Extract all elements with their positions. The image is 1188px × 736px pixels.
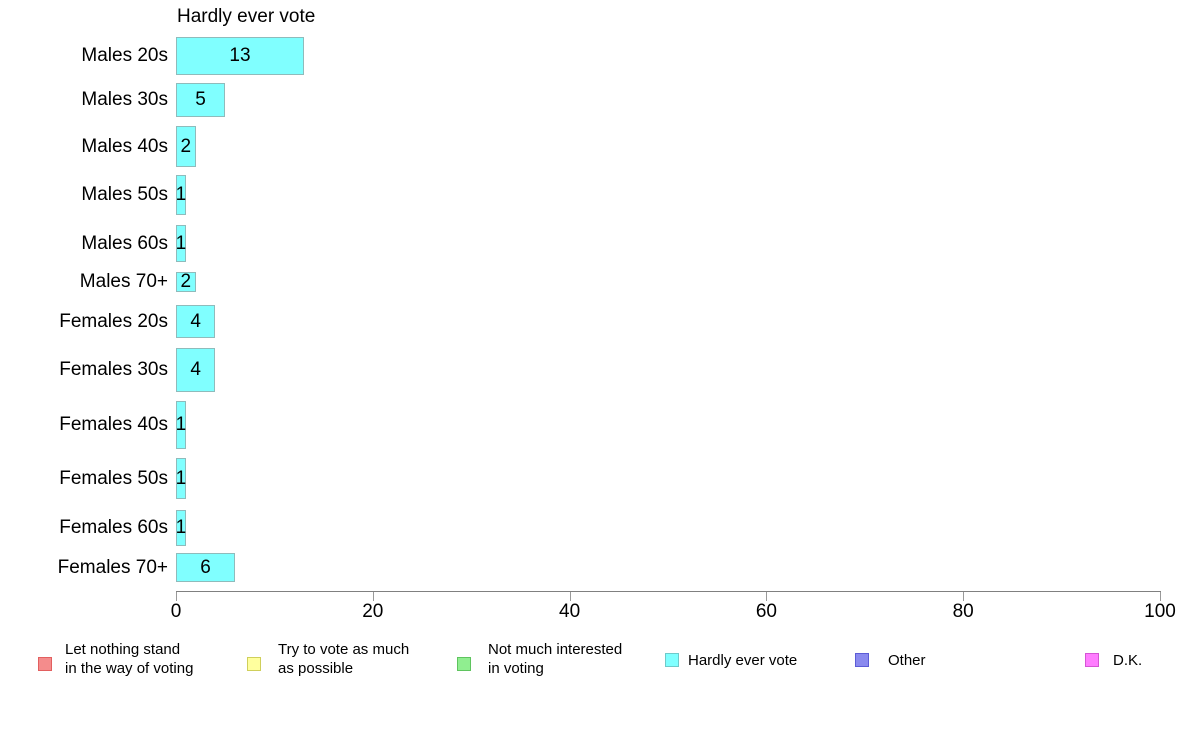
category-label: Males 20s (81, 45, 168, 66)
bar-value-label: 1 (175, 184, 187, 205)
category-label: Males 60s (81, 232, 168, 254)
category-label: Females 70+ (57, 556, 168, 578)
bar-value-label: 4 (190, 359, 201, 380)
category-label: Males 40s (81, 135, 168, 157)
legend-swatch (665, 653, 679, 667)
x-axis-tick (963, 592, 965, 601)
legend-swatch (247, 657, 261, 671)
x-axis-tick (1160, 592, 1161, 601)
x-axis-tick (176, 592, 177, 601)
category-label: Females 60s (59, 517, 168, 538)
bar: 13 (176, 37, 304, 75)
bar-value-label: 1 (175, 517, 187, 538)
legend-label: Let nothing stand in the way of voting (65, 641, 194, 677)
bar-value-label: 1 (175, 414, 187, 435)
bar: 1 (176, 510, 186, 546)
legend-swatch (457, 657, 471, 671)
legend-label: Hardly ever vote (688, 652, 798, 669)
bar-value-label: 6 (200, 556, 211, 578)
bar-value-label: 5 (195, 89, 206, 110)
legend-label: D.K. (1113, 652, 1143, 669)
x-axis-tick-label: 80 (952, 601, 974, 622)
bar-value-label: 1 (175, 467, 187, 489)
bar: 1 (176, 175, 186, 215)
bar: 5 (176, 83, 226, 117)
bar-value-label: 1 (175, 232, 187, 254)
x-axis-line (176, 591, 1161, 592)
category-label: Females 20s (59, 310, 168, 332)
legend-label: Not much interested in voting (488, 641, 623, 677)
bar-value-label: 13 (229, 45, 251, 66)
x-axis-tick-label: 0 (170, 601, 182, 622)
chart-title: Hardly ever vote (177, 6, 316, 27)
bar: 6 (176, 553, 236, 582)
category-label: Males 50s (81, 184, 168, 205)
x-axis-tick-label: 40 (559, 601, 581, 622)
x-axis-tick (766, 592, 768, 601)
category-label: Females 40s (59, 414, 168, 435)
category-label: Males 70+ (79, 271, 168, 292)
bar: 2 (176, 126, 196, 167)
x-axis-tick (372, 592, 374, 601)
legend-label: Other (888, 652, 926, 669)
bar-value-label: 2 (180, 271, 192, 292)
bar: 2 (176, 271, 196, 292)
category-label: Females 50s (59, 467, 168, 489)
bar-value-label: 4 (190, 310, 201, 332)
category-label: Males 30s (81, 89, 168, 110)
bar: 1 (176, 401, 186, 449)
legend-swatch (1085, 653, 1099, 667)
bar: 1 (176, 458, 186, 499)
x-axis-tick-label: 60 (755, 601, 777, 622)
bar: 4 (176, 348, 216, 392)
x-axis-tick-label: 100 (1144, 601, 1176, 622)
x-axis-tick (569, 592, 571, 601)
bar-value-label: 2 (180, 135, 192, 157)
x-axis-tick-label: 20 (362, 601, 384, 622)
legend-swatch (855, 653, 869, 667)
legend-swatch (38, 657, 52, 671)
bar: 1 (176, 225, 186, 262)
legend-label: Try to vote as much as possible (278, 641, 410, 677)
category-label: Females 30s (59, 359, 168, 380)
bar: 4 (176, 305, 216, 338)
